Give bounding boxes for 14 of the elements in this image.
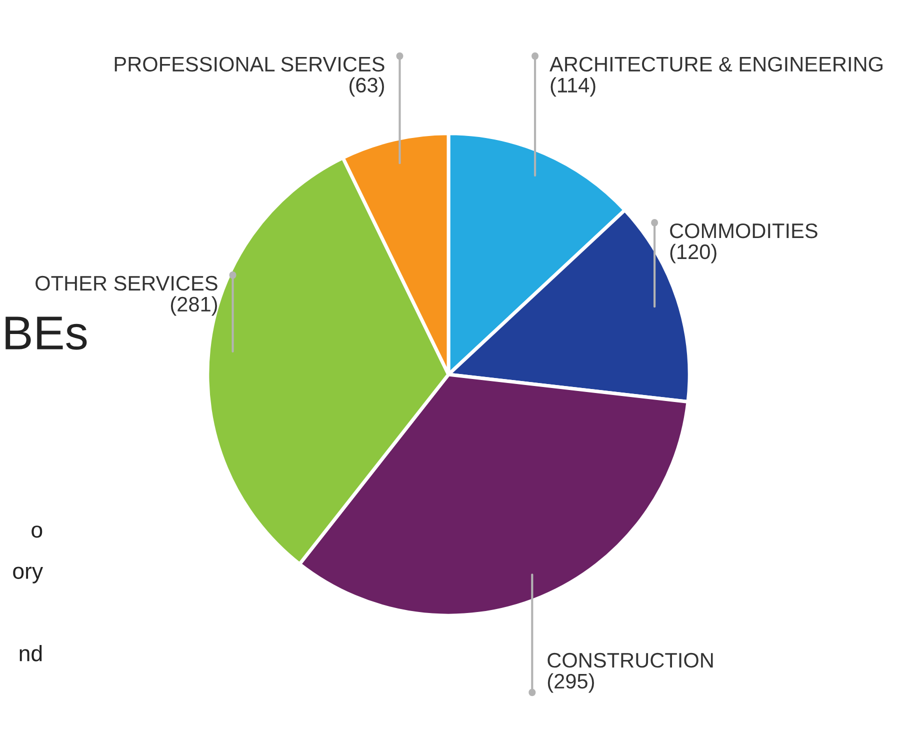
data-label: (63) <box>350 77 384 97</box>
slice-label: CONSTRUCTION <box>548 652 713 668</box>
slice-label: ARCHITECTURE & ENGINEERING <box>550 56 882 72</box>
text: nd <box>20 645 42 662</box>
data-label: (114) <box>550 77 596 97</box>
slice-label: PROFESSIONAL SERVICES <box>114 56 384 72</box>
slice-label: OTHER SERVICES <box>36 276 218 291</box>
text: o <box>32 526 42 538</box>
data-label: (295) <box>548 673 594 693</box>
slice-label: COMMODITIES <box>670 223 818 238</box>
text: BEs <box>6 316 87 350</box>
data-label: (281) <box>170 296 218 316</box>
text: ory <box>13 566 44 584</box>
data-label: (120) <box>670 244 716 264</box>
